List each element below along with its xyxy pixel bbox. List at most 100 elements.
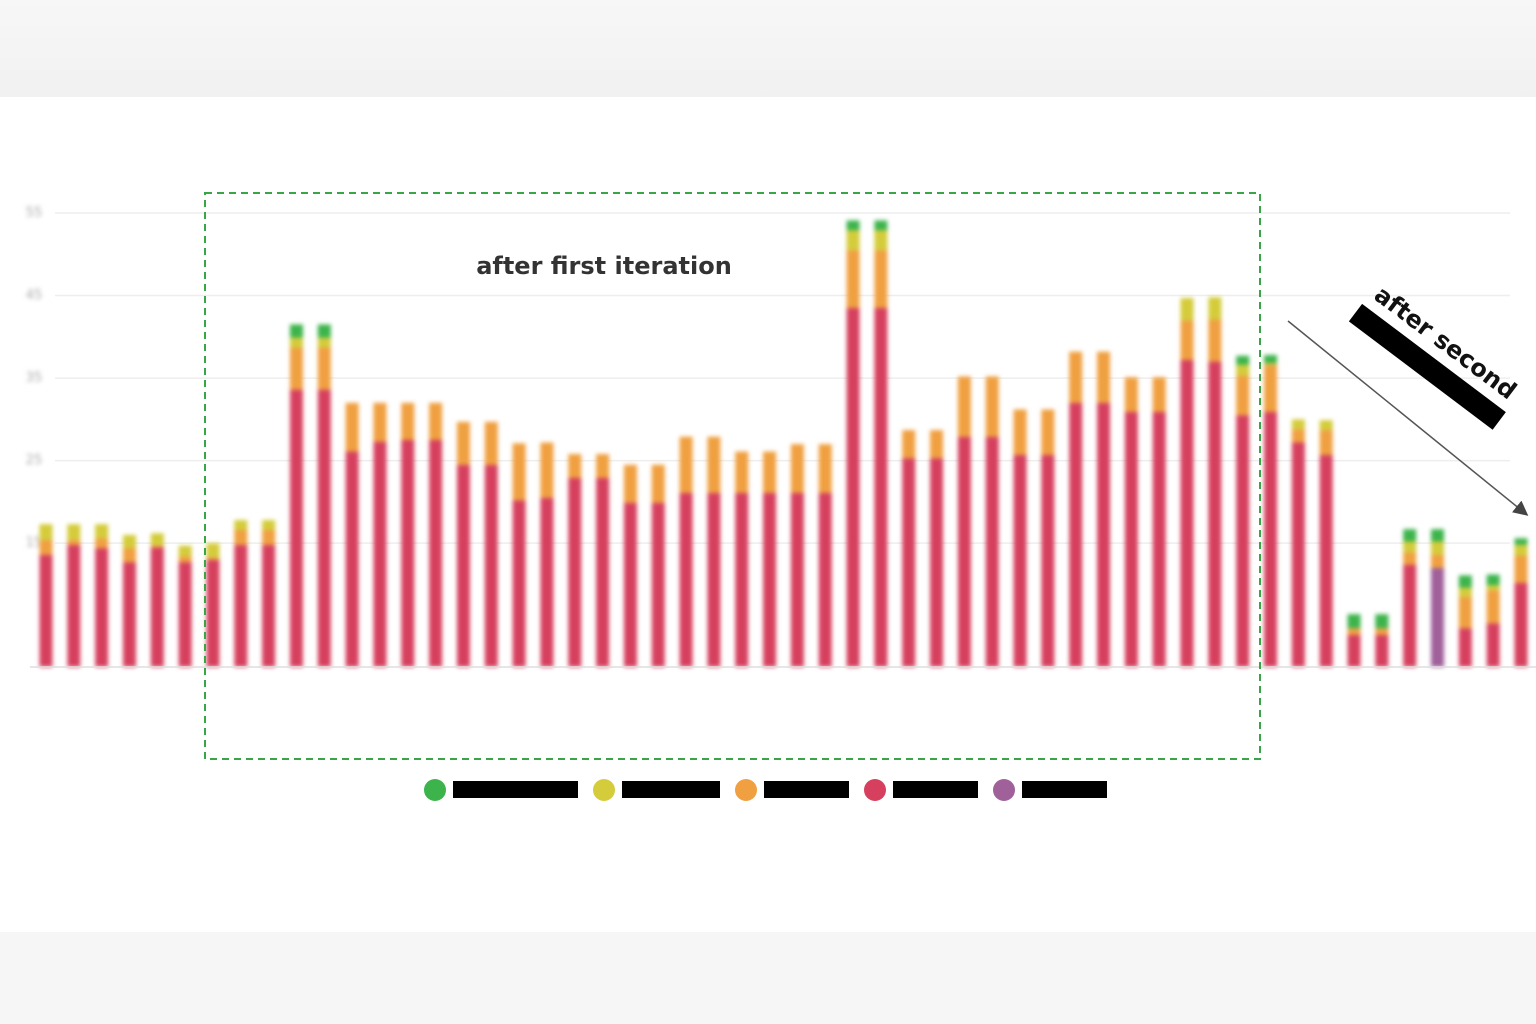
annotation: after first iteration [476,252,732,280]
bar-segment [1152,377,1166,412]
bar-segment [67,544,81,667]
bar-segment [178,545,192,557]
bar-segment [1403,541,1417,553]
bar-segment [1403,529,1417,542]
bar-segment [150,533,164,546]
bar-segment [512,443,526,501]
bar-segment [763,492,777,667]
bar-segment [262,520,276,530]
bar-segment [484,421,498,465]
bar-segment [1041,409,1055,455]
bar-segment [874,250,888,308]
bar-segment [1180,359,1194,667]
bar-segment [122,548,136,563]
bar-segment [512,500,526,667]
y-tick-label: 25 [26,453,43,468]
bar-segment [846,230,860,251]
bar-segment [1236,415,1250,667]
bar-segment [874,220,888,231]
legend [424,779,1107,801]
bar-segment [930,430,944,459]
bar-segment [568,477,582,667]
legend-redaction [893,781,978,798]
legend-redaction [764,781,849,798]
bar-segment [1264,354,1278,364]
bar-segment [289,389,303,667]
bar-segment [735,492,749,667]
bottom-band [0,932,1536,1024]
bar-segment [1124,377,1138,412]
bar-segment [985,436,999,667]
bar-segment [1264,411,1278,667]
bar-segment [317,389,331,667]
bar-segment [818,444,832,493]
bar-segment [67,524,81,540]
bar-segment [1431,554,1445,568]
bar-segment [790,444,804,493]
bar-segment [1208,361,1222,667]
bar-segment [846,307,860,667]
bar-segment [1486,574,1500,586]
bar-segment [818,492,832,667]
bar-segment [735,451,749,493]
bar-segment [874,307,888,667]
bar-segment [623,464,637,503]
bar-segment [373,441,387,667]
bar-segment [178,556,192,563]
bar-segment [1514,555,1528,583]
bar-segment [1514,538,1528,545]
bar-segment [707,436,721,493]
bar-segment [1403,564,1417,667]
bar-segment [1431,529,1445,542]
bar-segment [1458,575,1472,588]
bar-segment [289,337,303,348]
bar-segment [1291,442,1305,667]
bar-segment [456,421,470,465]
bar-segment [95,548,109,667]
bar-segment [1041,454,1055,667]
bar-segment [234,544,248,667]
bar-segment [1514,582,1528,667]
bar-segment [902,430,916,459]
legend-marker [593,779,615,801]
y-tick-label: 45 [26,288,43,303]
bar-segment [206,543,220,559]
bar-segment [1124,411,1138,667]
bar-segment [651,502,665,667]
bar-segment [540,497,554,667]
bar-segment [1264,364,1278,412]
bar-segment [1264,363,1278,365]
bar-segment [456,464,470,667]
bar-segment [1486,590,1500,624]
highlight-box [204,192,1261,760]
bar-segment [596,477,610,667]
bar-segment [401,402,415,440]
bar-segment [39,524,53,540]
bar-segment [150,547,164,667]
bar-segment [790,492,804,667]
bar-segment [1458,587,1472,597]
bar-segment [262,529,276,545]
bar-segment [122,534,136,549]
bar-segment [1069,402,1083,667]
bar-segment [289,347,303,390]
bar-segment [1347,614,1361,629]
bar-segment [1208,297,1222,320]
bar-segment [1458,628,1472,667]
bar-segment [623,502,637,667]
legend-redaction [1022,781,1107,798]
bar-segment [1236,355,1250,365]
bar-segment [1208,319,1222,362]
bar-segment [1180,298,1194,321]
bar-segment [1319,420,1333,431]
bar-segment [957,436,971,667]
bar-segment [345,402,359,452]
legend-marker [864,779,886,801]
bar-segment [846,220,860,231]
bar-segment [429,402,443,440]
bar-segment [1375,634,1389,667]
y-tick-label: 35 [26,371,43,386]
bar-segment [1152,411,1166,667]
bar-segment [150,545,164,548]
